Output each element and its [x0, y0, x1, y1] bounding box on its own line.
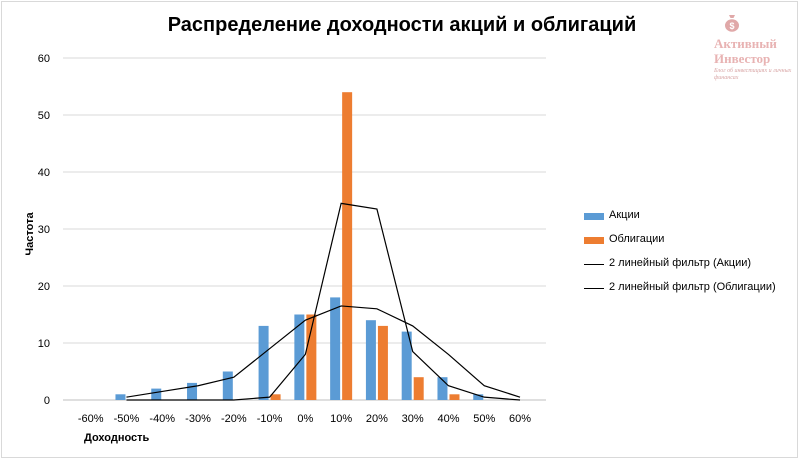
legend-label-bonds: Облигации	[609, 233, 665, 245]
logo-text-line2: Инвестор	[714, 51, 771, 66]
legend-line-bonds-trend	[584, 288, 604, 289]
bar-stocks	[151, 388, 162, 400]
x-tick-label: 30%	[402, 413, 424, 425]
bar-stocks	[222, 371, 233, 400]
y-axis-label: Частота	[24, 212, 36, 256]
x-tick-label: -20%	[221, 413, 247, 425]
bar-bonds	[270, 394, 281, 400]
bar-stocks	[473, 394, 484, 400]
legend-label-bonds-trend: 2 линейный фильтр (Облигации)	[609, 281, 776, 293]
logo: $ Активный Инвестор Блог об инвестициях …	[710, 14, 796, 84]
svg-text:$: $	[729, 21, 734, 31]
money-bag-icon: $	[725, 15, 739, 32]
bar-bonds	[449, 394, 460, 400]
x-tick-label: 50%	[473, 413, 495, 425]
trendline-stocks	[126, 305, 521, 398]
gridlines	[63, 57, 546, 401]
bar-stocks	[365, 320, 376, 400]
x-axis-label: Доходность	[84, 432, 150, 444]
bar-stocks	[258, 325, 269, 400]
y-tick-labels: 0 10 20 30 40 50 60	[38, 53, 50, 407]
legend-label-stocks: Акции	[609, 209, 640, 221]
x-tick-label: -10%	[257, 413, 283, 425]
x-tick-label: -40%	[149, 413, 175, 425]
bar-bonds	[413, 377, 424, 400]
x-tick-label: -60%	[78, 413, 104, 425]
trendlines	[126, 202, 521, 401]
logo-text-line1: Активный	[714, 36, 777, 51]
x-tick-label: 0%	[297, 413, 313, 425]
y-tick-label: 20	[38, 281, 50, 293]
legend-swatch-bonds	[584, 237, 604, 244]
bar-stocks	[330, 297, 341, 400]
y-tick-label: 60	[38, 53, 50, 65]
x-tick-labels: -60% -50% -40% -30% -20% -10% 0% 10% 20% 30% 40% 50…	[78, 413, 531, 425]
x-tick-label: 40%	[437, 413, 459, 425]
x-tick-label: 20%	[366, 413, 388, 425]
bar-stocks	[437, 377, 448, 400]
y-tick-label: 10	[38, 338, 50, 350]
x-tick-label: 60%	[509, 413, 531, 425]
legend-line-stocks-trend	[584, 264, 604, 265]
bar-stocks	[115, 394, 126, 400]
bars	[115, 92, 484, 400]
chart-title: Распределение доходности акций и облигац…	[167, 14, 637, 36]
y-tick-label: 0	[44, 395, 50, 407]
y-tick-label: 30	[38, 224, 50, 236]
trendline-bonds	[126, 202, 521, 401]
bar-bonds	[342, 92, 353, 400]
bar-stocks	[294, 314, 305, 400]
legend-swatch-stocks	[584, 213, 604, 220]
y-tick-label: 50	[38, 110, 50, 122]
x-tick-label: 10%	[330, 413, 352, 425]
y-tick-label: 40	[38, 167, 50, 179]
bar-stocks	[187, 382, 198, 400]
x-tick-label: -30%	[185, 413, 211, 425]
bar-bonds	[306, 314, 317, 400]
logo-tagline: Блог об инвестициях и личных финансах	[714, 68, 792, 81]
bar-stocks	[401, 331, 412, 400]
legend-label-stocks-trend: 2 линейный фильтр (Акции)	[609, 257, 752, 269]
bar-bonds	[377, 325, 388, 400]
x-tick-label: -50%	[114, 413, 140, 425]
